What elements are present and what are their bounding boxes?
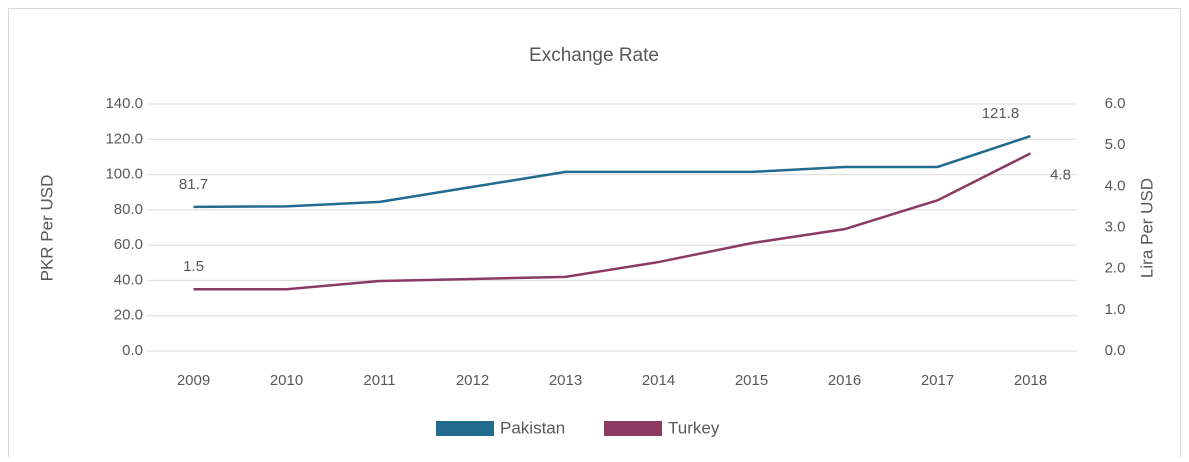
- y-tick-label: 80.0: [114, 201, 143, 218]
- x-tick-label: 2017: [921, 372, 954, 389]
- y2-tick-label: 6.0: [1105, 95, 1126, 112]
- y-tick-label: 60.0: [114, 236, 143, 253]
- y-tick-label: 40.0: [114, 271, 143, 288]
- chart-title: Exchange Rate: [529, 45, 659, 66]
- y2-tick-label: 3.0: [1105, 218, 1126, 235]
- y2-axis-label: Lira Per USD: [1137, 178, 1156, 278]
- x-tick-label: 2009: [177, 372, 210, 389]
- y-tick-label: 140.0: [105, 95, 143, 112]
- y2-tick-label: 1.0: [1105, 301, 1126, 318]
- data-label: 81.7: [179, 176, 208, 193]
- data-label: 4.8: [1050, 166, 1071, 183]
- legend-swatch: [604, 421, 662, 436]
- y-tick-label: 0.0: [122, 342, 143, 359]
- x-tick-label: 2013: [549, 372, 582, 389]
- y-tick-label: 100.0: [105, 166, 143, 183]
- y-tick-label: 20.0: [114, 307, 143, 324]
- legend-swatch: [436, 421, 494, 436]
- data-label: 1.5: [183, 258, 204, 275]
- chart-border: [8, 8, 1181, 462]
- legend-label: Pakistan: [500, 418, 565, 437]
- x-tick-label: 2014: [642, 372, 675, 389]
- x-tick-label: 2011: [363, 372, 395, 389]
- x-tick-label: 2010: [270, 372, 303, 389]
- x-tick-label: 2012: [456, 372, 489, 389]
- series-line: [193, 134, 1031, 209]
- y2-tick-label: 0.0: [1105, 342, 1126, 359]
- y-tick-label: 120.0: [105, 130, 143, 147]
- x-tick-label: 2015: [735, 372, 768, 389]
- x-tick-label: 2018: [1014, 372, 1047, 389]
- data-label: 121.8: [982, 105, 1020, 122]
- y2-tick-label: 2.0: [1105, 260, 1126, 277]
- y-axis-label: PKR Per USD: [37, 175, 56, 282]
- y2-tick-label: 5.0: [1105, 136, 1126, 153]
- x-tick-label: 2016: [828, 372, 861, 389]
- y2-tick-label: 4.0: [1105, 177, 1126, 194]
- series-line: [193, 152, 1032, 291]
- legend-label: Turkey: [668, 418, 720, 437]
